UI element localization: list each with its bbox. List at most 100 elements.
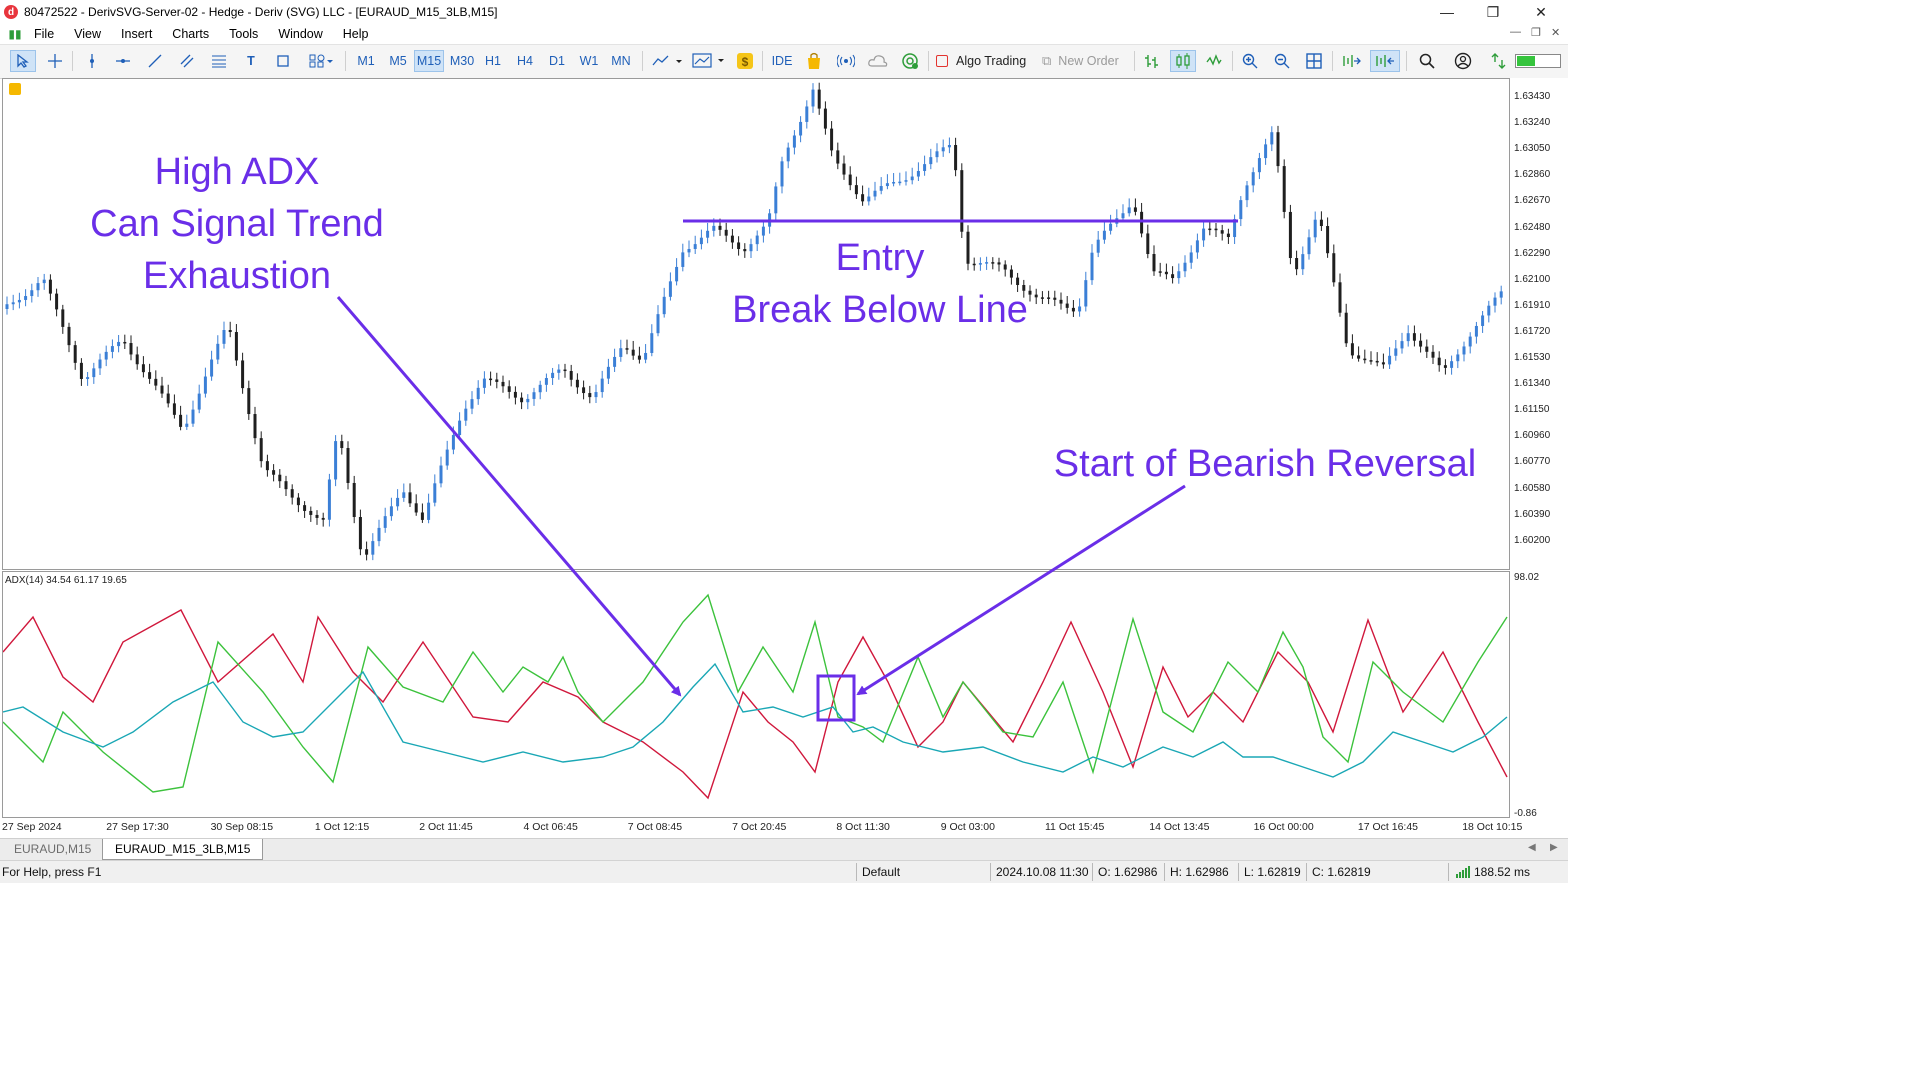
timeframe-d1[interactable]: D1 xyxy=(549,54,565,68)
indicators-icon[interactable] xyxy=(690,50,728,72)
chart-restore-icon[interactable]: ❐ xyxy=(1531,27,1541,39)
connection-bars-icon[interactable] xyxy=(1456,861,1470,883)
candle-body xyxy=(1239,200,1243,220)
cloud-icon[interactable] xyxy=(866,50,890,72)
timeframe-m15[interactable]: M15 xyxy=(414,50,444,72)
candle-body xyxy=(92,368,96,378)
status-profile[interactable]: Default xyxy=(862,865,901,879)
candle-body xyxy=(17,299,21,303)
time-tick-label: 2 Oct 11:45 xyxy=(419,821,473,833)
separator xyxy=(1332,51,1333,71)
search-icon[interactable] xyxy=(1414,50,1440,72)
tabs-scroll-left-icon[interactable]: ◀ xyxy=(1528,842,1536,853)
shapes-icon[interactable] xyxy=(271,50,295,72)
timeframe-h4[interactable]: H4 xyxy=(517,54,533,68)
signals-icon[interactable] xyxy=(834,50,858,72)
cursor-tool-icon[interactable] xyxy=(10,50,36,72)
menu-tools[interactable]: Tools xyxy=(229,27,259,41)
entry-annotation: Entry Break Below Line xyxy=(710,232,1050,336)
trendline-icon[interactable] xyxy=(143,50,167,72)
chart-close-icon[interactable]: ✕ xyxy=(1551,27,1561,39)
candle-body xyxy=(854,185,858,195)
timeframe-mn[interactable]: MN xyxy=(611,54,631,68)
line-chart-icon[interactable] xyxy=(1202,50,1226,72)
objects-menu-icon[interactable] xyxy=(303,50,339,72)
deriv-app-icon[interactable]: d xyxy=(4,5,18,19)
vps-icon[interactable] xyxy=(898,50,922,72)
close-icon[interactable]: ✕ xyxy=(1535,3,1547,20)
account-icon[interactable] xyxy=(1450,50,1476,72)
minimize-icon[interactable]: — xyxy=(1440,4,1454,20)
connection-icon[interactable] xyxy=(1488,50,1510,72)
plus-di-line xyxy=(3,593,1508,793)
restore-icon[interactable]: ❐ xyxy=(1486,3,1500,20)
candle-body xyxy=(1264,144,1268,159)
candle-body xyxy=(365,549,369,555)
high-adx-line-1: High ADX xyxy=(154,151,320,193)
crosshair-icon[interactable] xyxy=(42,50,68,72)
timeframe-h1[interactable]: H1 xyxy=(485,54,501,68)
candle-body xyxy=(1456,354,1460,362)
menu-window[interactable]: Window xyxy=(278,27,323,41)
timeframe-m1[interactable]: M1 xyxy=(357,54,375,68)
candle-body xyxy=(30,290,34,297)
candle-body xyxy=(594,392,598,398)
candle-body xyxy=(1220,230,1224,234)
price-tick-label: 1.60770 xyxy=(1514,456,1551,468)
menu-insert[interactable]: Insert xyxy=(121,27,153,41)
tile-windows-icon[interactable] xyxy=(1302,50,1326,72)
candle-body xyxy=(166,393,170,404)
fibonacci-icon[interactable] xyxy=(207,50,231,72)
chart-type-icon[interactable] xyxy=(650,50,684,72)
coin-icon[interactable]: $ xyxy=(734,50,756,72)
algo-trading-button[interactable]: Algo Trading xyxy=(936,50,1034,72)
chart-shift-icon[interactable] xyxy=(1370,50,1400,72)
time-tick-label: 1 Oct 12:15 xyxy=(314,821,370,833)
text-tool-icon[interactable]: T xyxy=(247,54,255,68)
price-tick-label: 1.60580 xyxy=(1514,482,1551,494)
zoom-in-icon[interactable] xyxy=(1238,50,1262,72)
price-chart-pane[interactable] xyxy=(2,78,1510,570)
timeframe-m30[interactable]: M30 xyxy=(449,54,475,68)
candle-body xyxy=(1189,252,1193,263)
price-tick-label: 1.62670 xyxy=(1514,195,1551,207)
time-tick-label: 27 Sep 17:30 xyxy=(106,821,169,833)
vertical-line-icon[interactable] xyxy=(80,50,104,72)
price-tick-label: 1.62290 xyxy=(1514,247,1551,259)
menu-charts[interactable]: Charts xyxy=(172,27,210,41)
tab-euraud-m15-3lb[interactable]: EURAUD_M15_3LB,M15 xyxy=(102,839,264,860)
candle-body xyxy=(48,279,52,294)
menu-help[interactable]: Help xyxy=(342,27,369,41)
price-tick-label: 1.61720 xyxy=(1514,325,1551,337)
adx-chart[interactable] xyxy=(3,572,1509,817)
candle-body xyxy=(972,263,976,266)
candle-body xyxy=(1208,228,1212,231)
auto-trading-chart-icon[interactable] xyxy=(9,83,21,95)
scroll-chart-icon[interactable] xyxy=(1338,50,1364,72)
menu-view[interactable]: View xyxy=(74,27,102,41)
candle-body xyxy=(892,182,896,184)
adx-indicator-pane[interactable] xyxy=(2,571,1510,818)
chart-minimize-icon[interactable]: — xyxy=(1510,26,1521,38)
candle-body xyxy=(321,517,325,520)
chart-window-icon[interactable]: ▮▮ xyxy=(8,27,22,41)
channel-icon[interactable] xyxy=(175,50,199,72)
timeframe-w1[interactable]: W1 xyxy=(579,54,599,68)
price-tick-label: 1.63050 xyxy=(1514,143,1551,155)
ide-button[interactable]: IDE xyxy=(771,54,793,68)
timeframe-m5[interactable]: M5 xyxy=(389,54,407,68)
toolbar: T M1 M5 M15 M30 H1 H4 D1 W1 MN $ IDE Alg… xyxy=(0,44,1568,79)
candlestick-icon[interactable] xyxy=(1170,50,1196,72)
menu-file[interactable]: File xyxy=(34,27,55,41)
zoom-out-icon[interactable] xyxy=(1270,50,1294,72)
bar-chart-icon[interactable] xyxy=(1140,50,1164,72)
candle-body xyxy=(606,366,610,379)
price-axis[interactable] xyxy=(1510,78,1568,818)
candle-body xyxy=(786,147,790,162)
new-order-button[interactable]: ⧉ New Order xyxy=(1042,50,1130,72)
tab-euraud-m15[interactable]: EURAUD,M15 xyxy=(14,842,92,856)
tabs-scroll-right-icon[interactable]: ▶ xyxy=(1550,842,1558,853)
candle-body xyxy=(1282,166,1286,212)
horizontal-line-icon[interactable] xyxy=(111,50,135,72)
market-bag-icon[interactable] xyxy=(802,50,826,72)
